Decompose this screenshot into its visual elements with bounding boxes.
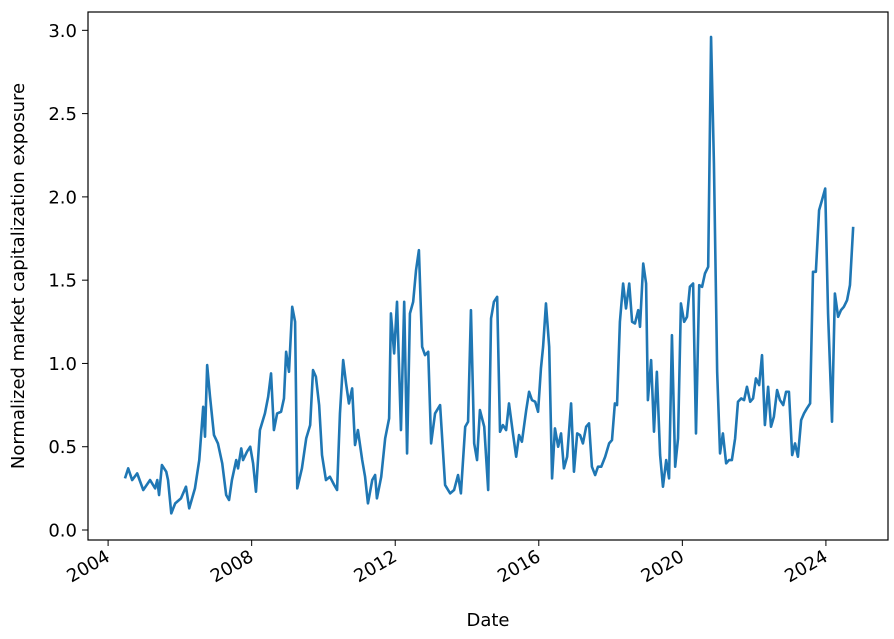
y-tick-label: 1.0 (48, 354, 77, 375)
series-line (123, 35, 855, 515)
x-tick-label: 2004 (63, 546, 113, 587)
x-tick-label: 2020 (638, 546, 688, 587)
plot-frame (87, 11, 889, 541)
x-tick-label: 2016 (494, 546, 544, 587)
x-tick-label: 2012 (351, 546, 401, 587)
y-tick-label: 0.5 (48, 437, 77, 458)
y-tick-label: 0.0 (48, 521, 77, 542)
x-axis-label: Date (466, 610, 509, 631)
x-tick-label: 2008 (207, 546, 257, 587)
y-axis-label: Normalized market capitalization exposur… (8, 83, 29, 469)
y-tick-label: 2.0 (48, 187, 77, 208)
y-tick-label: 3.0 (48, 21, 77, 42)
y-tick-label: 2.5 (48, 104, 77, 125)
x-tick-label: 2024 (781, 546, 831, 587)
y-tick-label: 1.5 (48, 271, 77, 292)
